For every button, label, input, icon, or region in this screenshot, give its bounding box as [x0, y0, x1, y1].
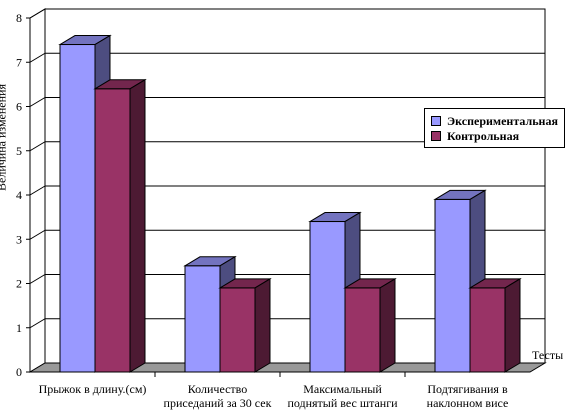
grid-line-side: [29, 229, 46, 240]
grid-line-side: [29, 97, 46, 107]
legend-swatch-control: [431, 131, 441, 141]
y-tick-label: 0: [16, 365, 22, 379]
legend: Экспериментальная Контрольная: [424, 108, 565, 148]
legend-label-control: Контрольная: [447, 128, 520, 143]
bar-0-3: [434, 198, 471, 373]
y-tick-label: 6: [16, 100, 22, 114]
bar-1-1: [219, 287, 256, 373]
grid-line-side: [29, 8, 46, 19]
x-category-label: Количество: [188, 382, 247, 396]
y-tick-label: 5: [16, 144, 22, 158]
y-tick-label: 8: [16, 11, 22, 25]
x-category-label: поднятый вес штанги: [287, 396, 398, 410]
y-tick-label: 3: [16, 232, 22, 246]
bar-side-1-0: [129, 78, 146, 373]
grid-line-side: [29, 185, 46, 196]
y-tick-label: 1: [16, 321, 22, 335]
bar-side-1-3: [504, 278, 521, 373]
legend-item-control: Контрольная: [431, 129, 519, 143]
grid-line-side: [29, 52, 46, 63]
grid-line-side: [29, 318, 46, 329]
y-tick-label: 7: [16, 55, 22, 69]
legend-item-experimental: Экспериментальная: [431, 114, 558, 128]
bar-side-1-1: [254, 278, 271, 373]
bar-side-1-2: [379, 278, 396, 373]
bar-1-2: [344, 287, 381, 373]
x-axis-title: Тесты: [532, 348, 564, 362]
bar-0-0: [59, 44, 96, 373]
x-category-label: Максимальный: [303, 382, 382, 396]
bar-1-3: [469, 287, 506, 373]
legend-swatch-experimental: [431, 116, 441, 126]
grid-line-side: [29, 274, 46, 284]
x-category-label: наклонном висе: [427, 396, 509, 410]
legend-label-experimental: Экспериментальная: [447, 113, 558, 128]
y-tick-label: 4: [16, 188, 22, 202]
grid-line-side: [29, 141, 46, 152]
x-category-label: приседаний за 30 сек: [164, 396, 272, 410]
bar-1-0: [94, 88, 131, 373]
y-tick-label: 2: [16, 277, 22, 291]
x-category-label: Подтягивания в: [427, 382, 508, 396]
bar-0-2: [309, 221, 346, 373]
bar-0-1: [184, 265, 221, 373]
x-category-label: Прыжок в длину.(см): [39, 382, 147, 396]
